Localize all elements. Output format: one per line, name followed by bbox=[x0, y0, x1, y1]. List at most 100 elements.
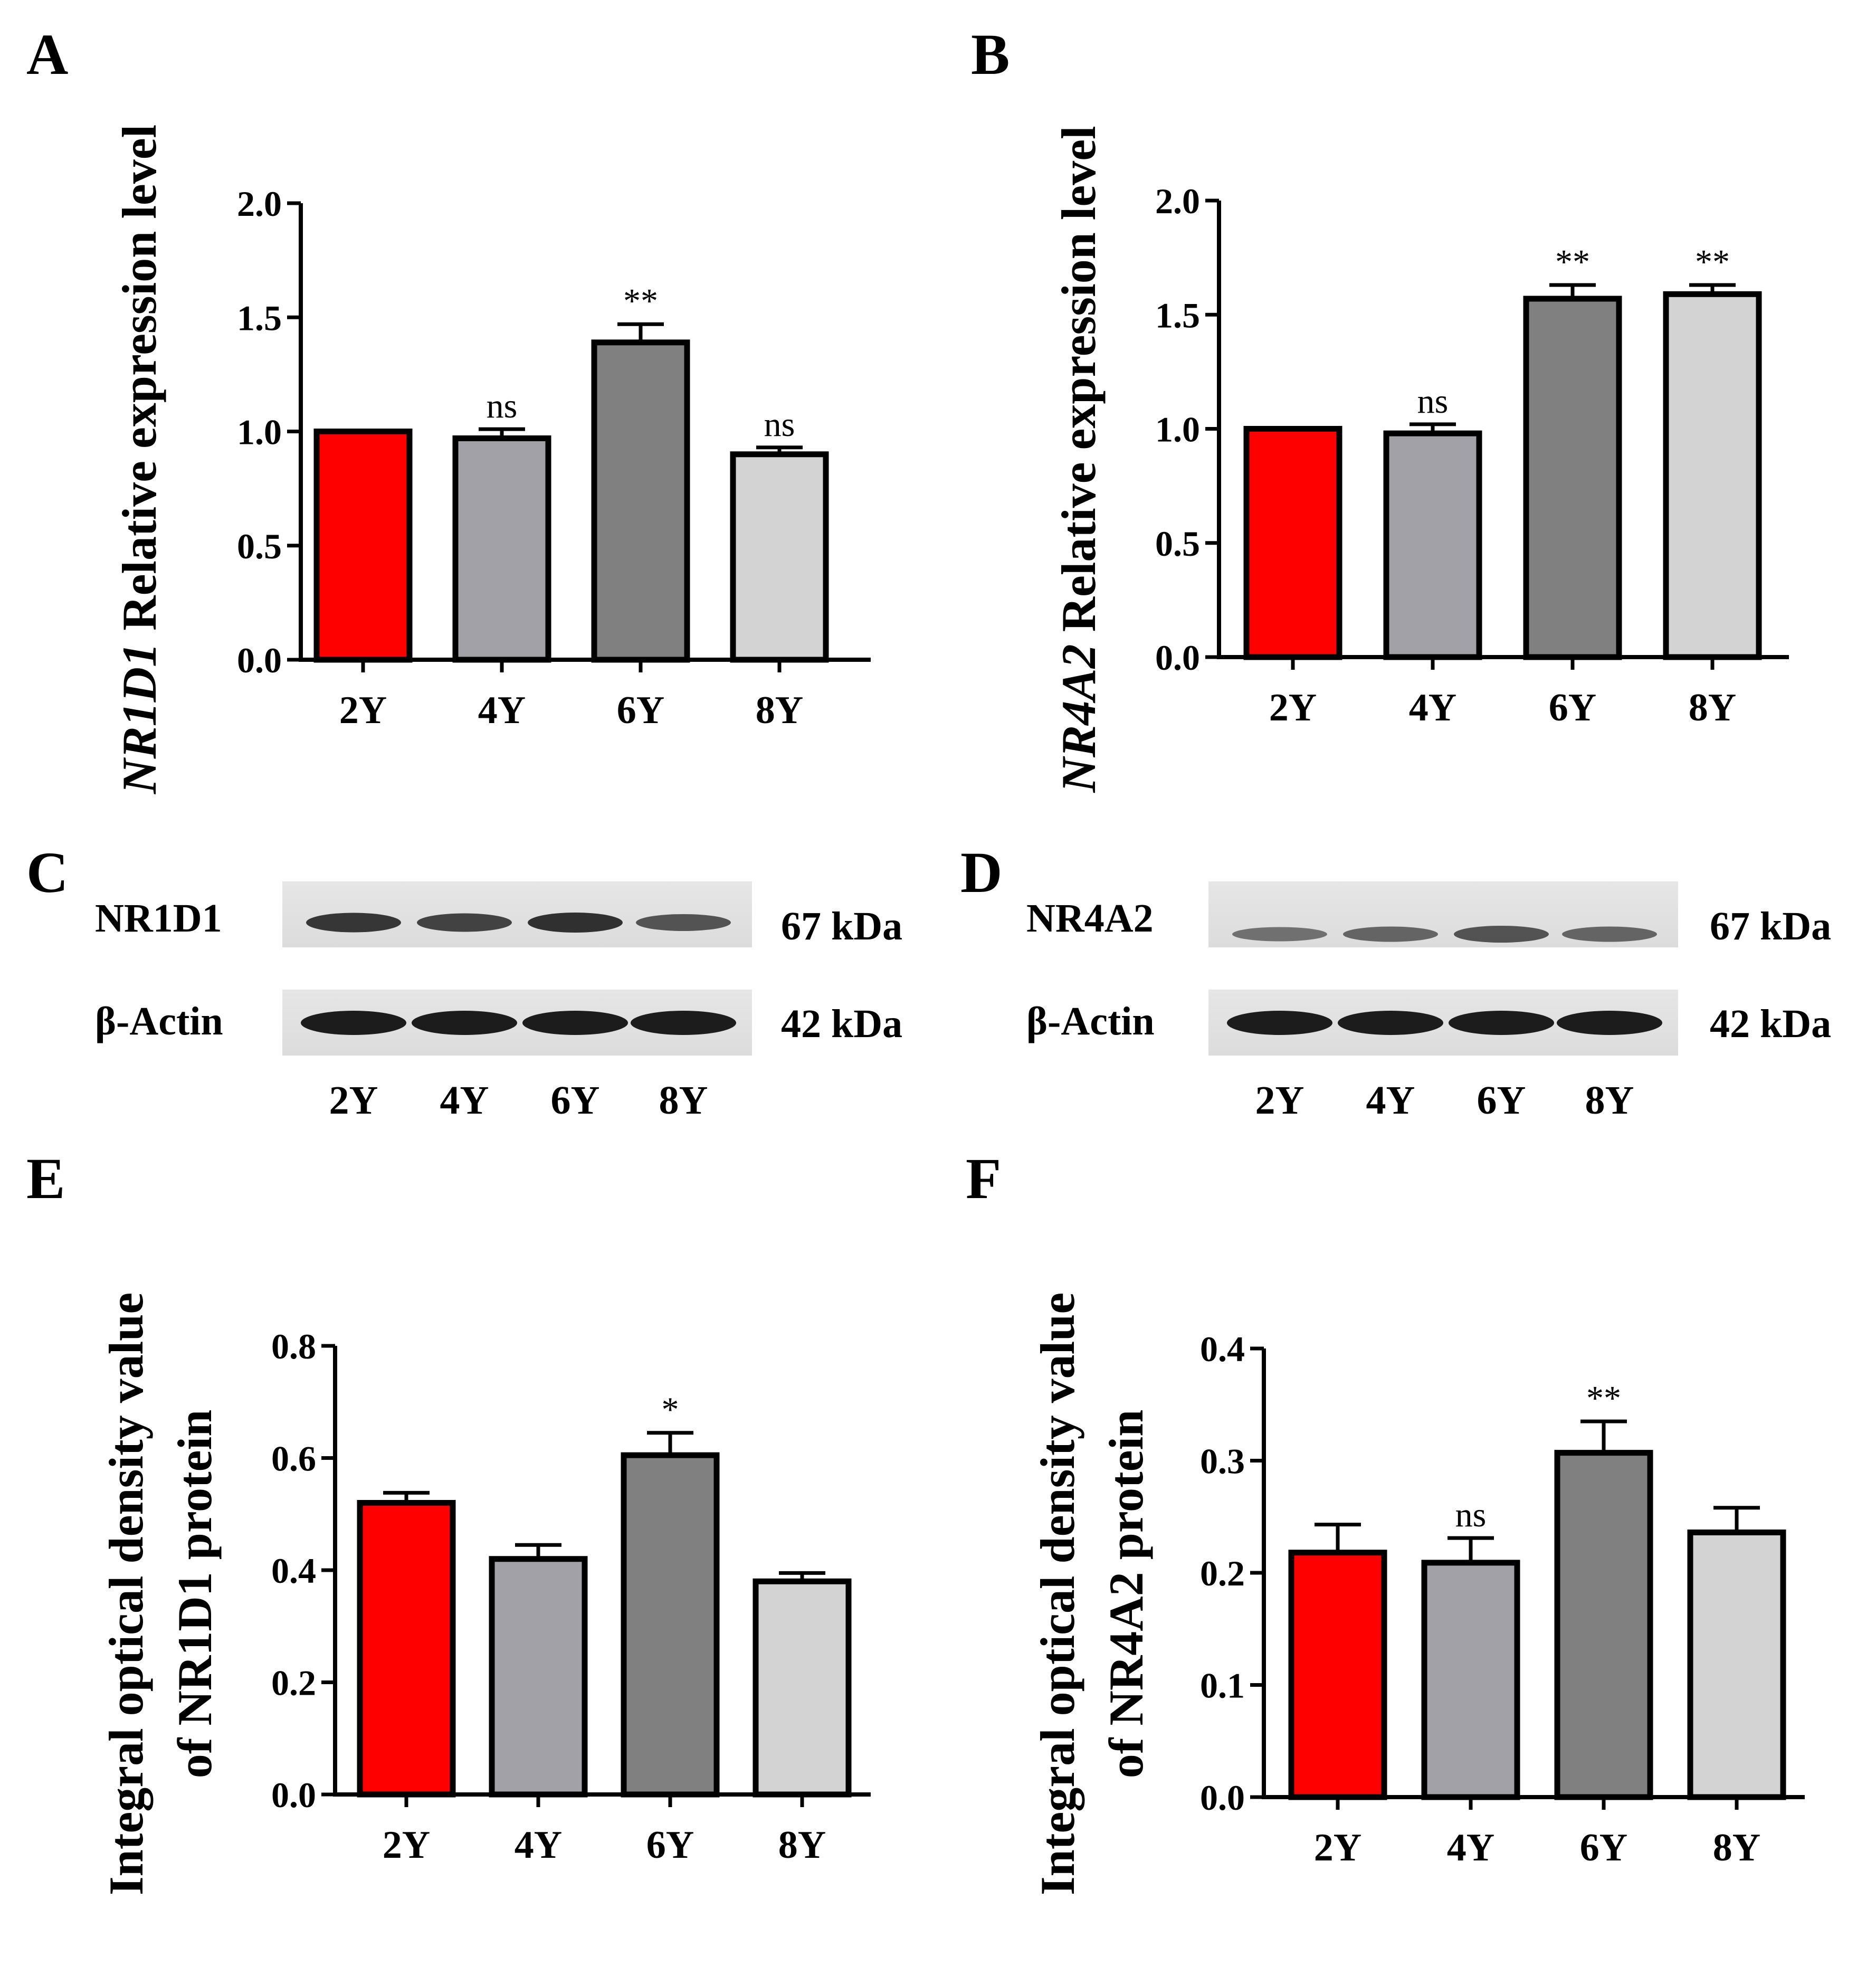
x-tick-label-8Y: 8Y bbox=[1713, 1826, 1760, 1869]
x-tick-label-4Y: 4Y bbox=[478, 689, 526, 732]
panel-label-c: C bbox=[26, 840, 68, 905]
panel-label-e: E bbox=[26, 1146, 65, 1211]
bar-4Y bbox=[489, 1556, 588, 1798]
wb-c-lane-label: 8Y bbox=[659, 1078, 708, 1123]
panel-b-ylabel: NR4A2 Relative expression level bbox=[1052, 126, 1106, 793]
panel-f-ylabel-line2: of NR4A2 protein bbox=[1099, 1410, 1153, 1779]
wb-d-target-kda: 67 kDa bbox=[1710, 904, 1831, 948]
y-tick-label: 0.4 bbox=[1200, 1329, 1245, 1369]
panel-c: C NR1D1 β-Actin 67 kDa 42 kDa 2Y 4Y 6Y 8… bbox=[26, 840, 902, 1123]
wb-d-lane-label: 6Y bbox=[1477, 1078, 1526, 1123]
wb-target-band-6Y bbox=[1454, 926, 1549, 943]
y-tick-label: 1.0 bbox=[237, 412, 282, 452]
x-tick-label-8Y: 8Y bbox=[756, 689, 803, 732]
panel-label-d: D bbox=[960, 840, 1002, 905]
x-tick-label-2Y: 2Y bbox=[383, 1823, 430, 1867]
x-tick-label-8Y: 8Y bbox=[778, 1823, 826, 1867]
y-tick-label: 2.0 bbox=[237, 184, 282, 224]
y-tick-label: 0.6 bbox=[271, 1439, 316, 1479]
wb-control-band-8Y bbox=[1557, 1011, 1662, 1035]
y-tick-label: 0.2 bbox=[271, 1663, 316, 1703]
wb-c-control-kda: 42 kDa bbox=[781, 1002, 902, 1046]
bar-8Y bbox=[1663, 291, 1762, 660]
x-tick-label-4Y: 4Y bbox=[1447, 1826, 1494, 1869]
y-tick-label: 0.5 bbox=[1155, 524, 1200, 564]
x-tick-label-4Y: 4Y bbox=[1409, 686, 1456, 729]
panel-a-ylabel-text: Relative expression level bbox=[112, 125, 166, 643]
x-tick-label-6Y: 6Y bbox=[617, 689, 664, 732]
y-tick-label: 1.5 bbox=[237, 298, 282, 338]
panel-a-ylabel-gene: NR1D1 bbox=[112, 643, 166, 794]
significance-6Y: ** bbox=[623, 282, 658, 320]
bar-4Y bbox=[452, 435, 551, 663]
bar-6Y bbox=[591, 339, 690, 663]
wb-control-band-2Y bbox=[1227, 1011, 1332, 1035]
significance-6Y: ** bbox=[1586, 1379, 1621, 1418]
panel-b: B NR4A2 Relative expression level 2Y ns 4Y… bbox=[971, 22, 1789, 793]
panel-b-ylabel-text: Relative expression level bbox=[1052, 126, 1106, 644]
significance-4Y: ns bbox=[1417, 382, 1449, 421]
wb-target-band-4Y bbox=[417, 913, 512, 932]
bar-6Y bbox=[621, 1452, 720, 1798]
panel-a-ylabel: NR1D1 Relative expression level bbox=[112, 125, 166, 794]
panel-label-a: A bbox=[26, 22, 68, 87]
wb-c-control-label: β-Actin bbox=[95, 999, 223, 1043]
bar-8Y bbox=[1687, 1530, 1786, 1800]
wb-control-band-4Y bbox=[412, 1011, 517, 1035]
panel-b-ylabel-gene: NR4A2 bbox=[1052, 644, 1106, 793]
y-tick-label: 0.0 bbox=[237, 640, 282, 680]
panel-a: A NR1D1 Relative expression level 2Y ns 4Y… bbox=[26, 22, 871, 794]
x-tick-label-6Y: 6Y bbox=[1549, 686, 1596, 729]
x-tick-label-2Y: 2Y bbox=[1269, 686, 1317, 729]
bar-2Y bbox=[357, 1500, 456, 1798]
y-tick-label: 2.0 bbox=[1155, 181, 1200, 221]
x-tick-label-6Y: 6Y bbox=[1580, 1826, 1627, 1869]
bar-6Y bbox=[1523, 296, 1622, 660]
bar-8Y bbox=[730, 451, 829, 663]
y-tick-label: 1.0 bbox=[1155, 410, 1200, 450]
significance-8Y: ns bbox=[764, 405, 795, 444]
wb-d-control-label: β-Actin bbox=[1026, 999, 1155, 1043]
wb-d-bands bbox=[1227, 926, 1662, 1035]
wb-target-band-4Y bbox=[1343, 926, 1438, 942]
significance-8Y: ** bbox=[1695, 243, 1730, 281]
y-tick-label: 0.0 bbox=[1200, 1778, 1245, 1818]
wb-c-lane-label: 4Y bbox=[440, 1078, 489, 1123]
panel-d: D NR4A2 β-Actin 67 kDa 42 kDa 2Y 4Y 6Y 8… bbox=[960, 840, 1831, 1123]
wb-target-band-2Y bbox=[306, 913, 401, 933]
wb-c-bands bbox=[301, 913, 736, 1035]
significance-6Y: * bbox=[662, 1391, 679, 1429]
x-tick-label-8Y: 8Y bbox=[1689, 686, 1736, 729]
bar-6Y bbox=[1554, 1450, 1653, 1800]
y-tick-label: 0.3 bbox=[1200, 1441, 1245, 1481]
wb-target-band-8Y bbox=[636, 914, 731, 931]
panel-label-f: F bbox=[966, 1146, 1001, 1211]
bar-4Y bbox=[1421, 1560, 1520, 1800]
wb-c-target-label: NR1D1 bbox=[95, 896, 222, 941]
x-tick-label-2Y: 2Y bbox=[1314, 1826, 1361, 1869]
wb-control-band-8Y bbox=[631, 1011, 736, 1035]
y-tick-label: 0.2 bbox=[1200, 1553, 1245, 1593]
wb-d-lane-label: 2Y bbox=[1255, 1078, 1304, 1123]
wb-c-lane-label: 2Y bbox=[329, 1078, 378, 1123]
bar-2Y bbox=[1288, 1550, 1387, 1800]
bar-4Y bbox=[1383, 430, 1482, 660]
wb-target-band-2Y bbox=[1232, 927, 1327, 942]
wb-c-target-kda: 67 kDa bbox=[781, 904, 902, 948]
y-tick-label: 0.1 bbox=[1200, 1666, 1245, 1706]
significance-4Y: ns bbox=[487, 387, 518, 425]
y-tick-label: 0.0 bbox=[1155, 638, 1200, 678]
wb-control-band-6Y bbox=[522, 1011, 628, 1035]
panel-e-ylabel-line2: of NR1D1 protein bbox=[168, 1410, 222, 1779]
panel-b-plot: 2Y ns 4Y ** 6Y ** 8Y 0.0 0.5 1.0 1.5 2.0 bbox=[1155, 181, 1789, 729]
panel-f: F Integral optical density value of NR4A… bbox=[966, 1146, 1805, 1895]
wb-control-band-4Y bbox=[1338, 1011, 1443, 1035]
y-tick-label: 0.4 bbox=[271, 1551, 316, 1591]
panel-e-ylabel-line1: Integral optical density value bbox=[99, 1293, 153, 1895]
wb-d-lane-label: 4Y bbox=[1366, 1078, 1415, 1123]
wb-control-band-6Y bbox=[1449, 1011, 1554, 1035]
wb-d-target-label: NR4A2 bbox=[1026, 896, 1154, 941]
wb-d-lane-label: 8Y bbox=[1585, 1078, 1634, 1123]
significance-6Y: ** bbox=[1555, 243, 1590, 281]
